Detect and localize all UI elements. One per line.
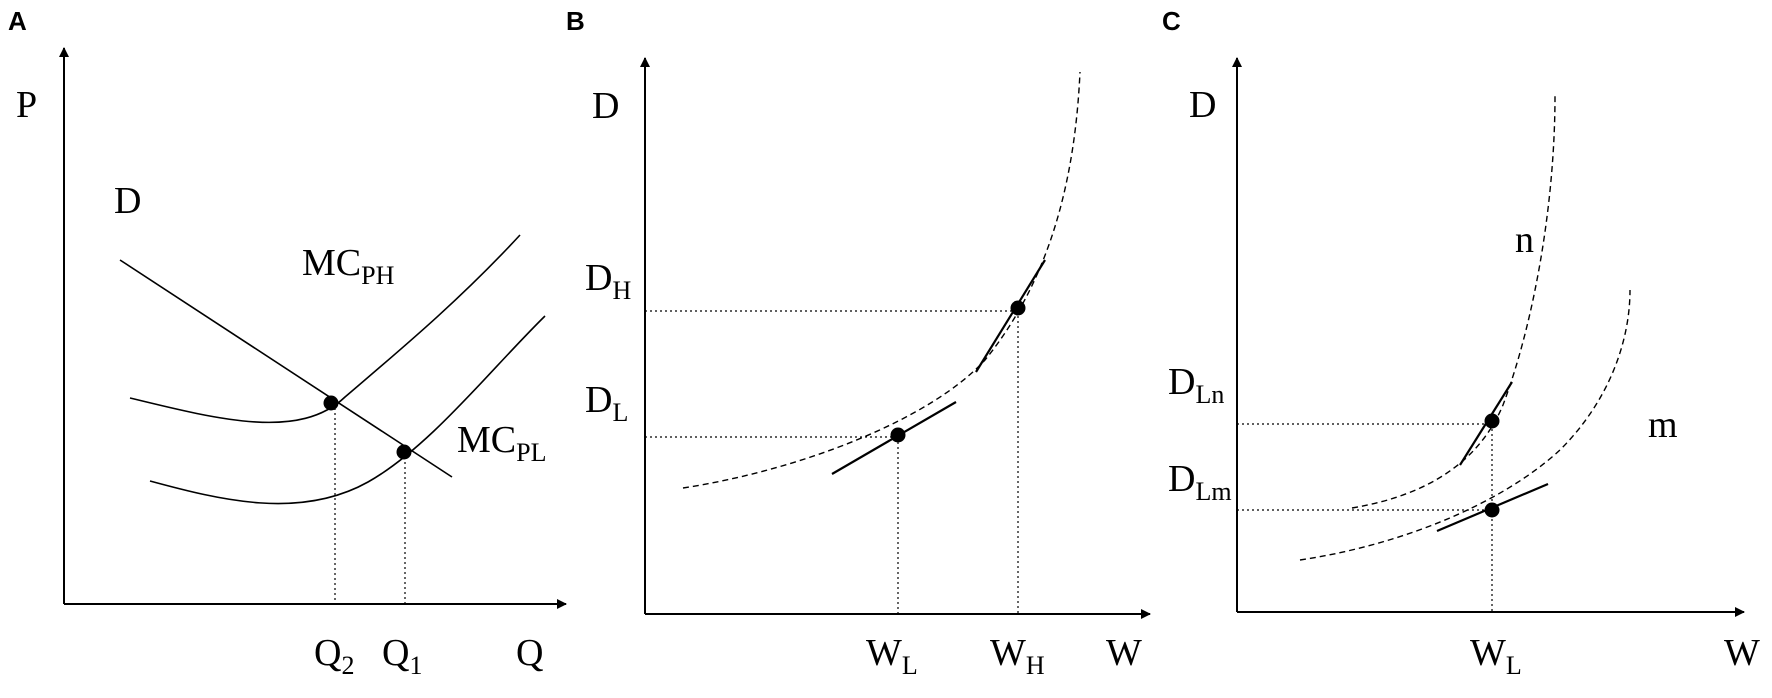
demand-curve xyxy=(119,259,453,478)
equilibrium-point-high xyxy=(323,395,339,411)
panel-b: B D W DH DL WL WH xyxy=(566,6,1151,680)
wl-label-b: WL xyxy=(866,632,918,680)
x-axis-label-b: W xyxy=(1106,632,1142,674)
panel-letter-c: C xyxy=(1162,6,1181,36)
curve-m-label: m xyxy=(1648,404,1678,446)
equilibrium-point-low xyxy=(396,444,412,460)
y-axis-label-b: D xyxy=(592,85,619,127)
demand-label: D xyxy=(114,180,141,222)
q1-label: Q1 xyxy=(382,632,422,680)
panel-letter-b: B xyxy=(566,6,585,36)
x-axis-label-a: Q xyxy=(516,632,543,674)
convex-curve-b xyxy=(682,71,1081,489)
mc-pl-label: MCPL xyxy=(457,419,546,467)
panel-c: C D W n m DLn DLm WL xyxy=(1162,6,1760,680)
curve-n xyxy=(1351,95,1556,509)
wh-label: WH xyxy=(990,632,1045,680)
point-m xyxy=(1484,502,1500,518)
mc-ph-label: MCPH xyxy=(302,242,395,290)
mc-ph-curve xyxy=(129,234,521,424)
wl-label-c: WL xyxy=(1470,632,1522,680)
dln-label: DLn xyxy=(1168,361,1224,409)
panel-letter-a: A xyxy=(8,6,27,36)
mc-pl-curve xyxy=(149,315,546,505)
q2-label: Q2 xyxy=(314,632,354,680)
point-n xyxy=(1484,413,1500,429)
dlm-label: DLm xyxy=(1168,458,1232,506)
curve-n-label: n xyxy=(1515,219,1534,261)
y-axis-label-a: P xyxy=(16,84,37,126)
point-low-b xyxy=(890,427,906,443)
dh-label: DH xyxy=(585,257,631,305)
dl-label: DL xyxy=(585,379,628,427)
tangent-high-b xyxy=(975,259,1046,373)
y-axis-label-c: D xyxy=(1189,84,1216,126)
point-high-b xyxy=(1010,300,1026,316)
panel-a: A P Q D MCPH MCPL Q2 Q1 xyxy=(8,6,567,680)
curve-m xyxy=(1299,289,1631,561)
x-axis-label-c: W xyxy=(1724,632,1760,674)
